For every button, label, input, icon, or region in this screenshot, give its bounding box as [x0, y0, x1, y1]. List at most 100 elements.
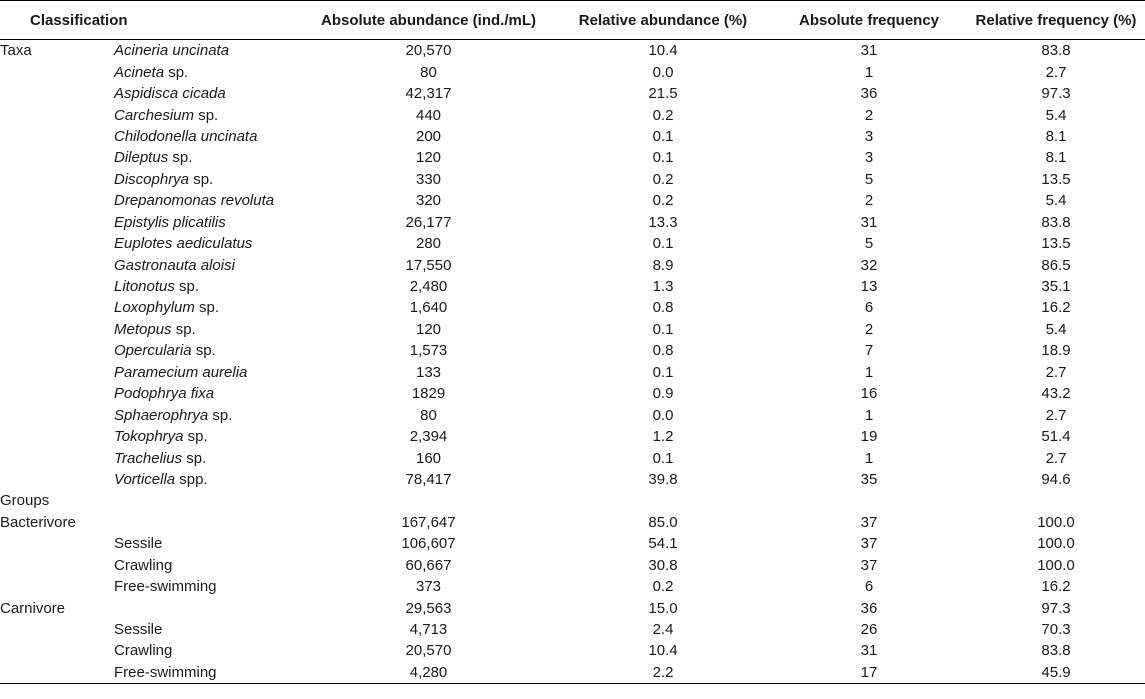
table-row: Epistylis plicatilis 26,177 13.3 31 83.8	[0, 212, 1145, 233]
species-italic-name: Dileptus	[114, 149, 169, 167]
absolute-frequency-cell: 5	[864, 170, 874, 188]
absolute-frequency-cell: 2	[864, 106, 874, 124]
header-classification: Classification	[0, 0, 302, 40]
row-classification-name: Dileptus sp.	[112, 147, 302, 168]
absolute-abundance-cell: 120	[415, 320, 442, 338]
relative-frequency-cell: 94.6	[1041, 470, 1071, 488]
relative-abundance-cell: 85.0	[648, 513, 678, 531]
table-row: Carchesium sp. 440 0.2 2 5.4	[0, 104, 1145, 125]
absolute-frequency-cell: 19	[860, 428, 878, 446]
species-italic-name: Gastronauta aloisi	[114, 256, 235, 274]
table-row: Free-swimming 4,280 2.2 17 45.9	[0, 661, 1145, 685]
table-row: Aspidisca cicada 42,317 21.5 36 97.3	[0, 83, 1145, 104]
species-suffix: sp.	[208, 406, 233, 424]
relative-frequency-cell: 45.9	[967, 661, 1145, 685]
absolute-abundance-cell: 20,570	[405, 42, 452, 60]
absolute-abundance-cell: 440	[415, 106, 442, 124]
table-row: Litonotus sp. 2,480 1.3 13 35.1	[0, 276, 1145, 297]
absolute-abundance-cell: 60,667	[405, 556, 452, 574]
absolute-frequency-cell: 7	[864, 342, 874, 360]
absolute-abundance-cell: 80	[420, 63, 437, 81]
row-category-label: Groups	[0, 492, 50, 510]
absolute-abundance-cell: 4,713	[409, 621, 448, 639]
row-classification-name: Drepanomonas revoluta	[112, 190, 302, 211]
relative-abundance-cell: 21.5	[648, 85, 678, 103]
relative-abundance-cell: 0.1	[652, 320, 674, 338]
relative-frequency-cell: 13.5	[1041, 235, 1071, 253]
absolute-frequency-cell: 1	[864, 63, 874, 81]
absolute-frequency-cell: 17	[771, 661, 967, 685]
relative-abundance-cell: 10.4	[648, 42, 678, 60]
row-category-label	[0, 276, 112, 297]
table-row: Chilodonella uncinata 200 0.1 3 8.1	[0, 126, 1145, 147]
row-classification-name: Paramecium aurelia	[112, 362, 302, 383]
table-row: Sessile 106,607 54.1 37 100.0	[0, 533, 1145, 554]
row-category-label	[0, 297, 112, 318]
species-italic-name: Acineria uncinata	[114, 42, 230, 60]
species-suffix: sp.	[191, 342, 216, 360]
row-classification-name: Crawling	[112, 555, 302, 576]
absolute-abundance-cell: 280	[415, 235, 442, 253]
relative-abundance-cell	[555, 490, 771, 511]
row-classification-name: Vorticella spp.	[112, 469, 302, 490]
relative-abundance-cell: 10.4	[648, 642, 678, 660]
relative-frequency-cell: 100.0	[1037, 513, 1075, 531]
relative-abundance-cell: 0.2	[652, 170, 674, 188]
absolute-abundance-cell: 20,570	[405, 642, 452, 660]
species-italic-name: Paramecium aurelia	[114, 363, 248, 381]
relative-abundance-cell: 1.3	[652, 278, 674, 296]
species-suffix: sp.	[194, 106, 219, 124]
row-category-label: Bacterivore	[0, 513, 76, 531]
absolute-frequency-cell: 6	[864, 578, 874, 596]
table-body: Taxa Acineria uncinata 20,570 10.4 31 83.8 Aci…	[0, 40, 1145, 685]
absolute-frequency-cell: 31	[860, 213, 878, 231]
row-classification-name: Aspidisca cicada	[112, 83, 302, 104]
relative-abundance-cell: 0.1	[652, 235, 674, 253]
row-category-label	[0, 233, 112, 254]
row-classification-name: Acineta sp.	[112, 61, 302, 82]
row-category-label: Taxa	[0, 42, 32, 60]
row-classification-name: Sphaerophrya sp.	[112, 404, 302, 425]
table-row: Tokophrya sp. 2,394 1.2 19 51.4	[0, 426, 1145, 447]
absolute-abundance-cell: 200	[415, 127, 442, 145]
row-classification-name	[112, 512, 302, 533]
row-category-label	[0, 190, 112, 211]
table-row: Dileptus sp. 120 0.1 3 8.1	[0, 147, 1145, 168]
table-row: Bacterivore 167,647 85.0 37 100.0	[0, 512, 1145, 533]
absolute-abundance-cell: 78,417	[405, 470, 452, 488]
species-italic-name: Acineta	[114, 63, 165, 81]
table-row: Vorticella spp. 78,417 39.8 35 94.6	[0, 469, 1145, 490]
table-row: Paramecium aurelia 133 0.1 1 2.7	[0, 362, 1145, 383]
absolute-abundance-cell: 1829	[411, 385, 446, 403]
absolute-abundance-cell: 320	[415, 192, 442, 210]
absolute-abundance-cell: 120	[415, 149, 442, 167]
row-category-label	[0, 469, 112, 490]
species-italic-name: Discophrya	[114, 170, 190, 188]
absolute-frequency-cell: 36	[860, 85, 878, 103]
row-classification-name: Carchesium sp.	[112, 104, 302, 125]
absolute-frequency-cell: 37	[860, 535, 878, 553]
absolute-frequency-cell: 6	[864, 299, 874, 317]
relative-frequency-cell: 16.2	[1041, 299, 1071, 317]
absolute-abundance-cell: 133	[415, 363, 442, 381]
row-classification-name: Gastronauta aloisi	[112, 254, 302, 275]
absolute-frequency-cell: 37	[860, 556, 878, 574]
row-category-label	[0, 147, 112, 168]
relative-frequency-cell	[967, 490, 1145, 511]
row-category-label	[0, 404, 112, 425]
relative-abundance-cell: 15.0	[648, 599, 678, 617]
table-row: Discophrya sp. 330 0.2 5 13.5	[0, 169, 1145, 190]
absolute-frequency-cell: 31	[860, 642, 878, 660]
relative-abundance-cell: 0.2	[652, 106, 674, 124]
relative-abundance-cell: 8.9	[652, 256, 674, 274]
absolute-abundance-cell: 1,640	[409, 299, 448, 317]
relative-frequency-cell: 83.8	[1041, 42, 1071, 60]
relative-abundance-cell: 0.1	[652, 449, 674, 467]
species-suffix: sp.	[182, 449, 207, 467]
species-suffix: Free-swimming	[114, 578, 217, 596]
relative-frequency-cell: 97.3	[1041, 599, 1071, 617]
relative-frequency-cell: 35.1	[1041, 278, 1071, 296]
relative-frequency-cell: 100.0	[1037, 535, 1075, 553]
row-category-label	[0, 319, 112, 340]
row-classification-name: Tokophrya sp.	[112, 426, 302, 447]
